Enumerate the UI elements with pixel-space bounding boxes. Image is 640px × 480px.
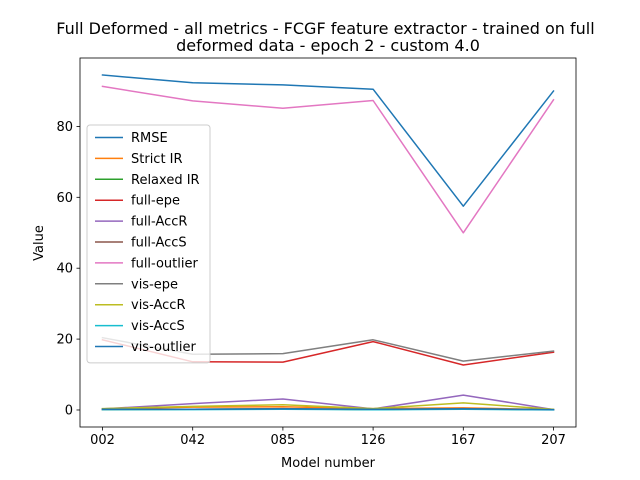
legend-label: RMSE (131, 131, 168, 146)
series-line-full-accr (101, 394, 555, 411)
x-tick-label: 167 (451, 433, 476, 448)
legend-label: full-AccS (131, 236, 187, 251)
legend-entry-vis-outlier: vis-outlier (95, 340, 197, 355)
legend-entry-rmse: RMSE (95, 131, 168, 146)
y-tick-label: 20 (56, 333, 73, 348)
y-tick-label: 40 (56, 262, 73, 277)
legend-label: full-epe (131, 194, 180, 209)
legend-entry-relaxed-ir: Relaxed IR (95, 173, 200, 188)
chart-title-line-2: deformed data - epoch 2 - custom 4.0 (176, 36, 480, 55)
y-axis-ticks: 0 20 40 60 80 (56, 120, 80, 418)
y-axis-label: Value (32, 225, 47, 261)
x-tick-label: 085 (270, 433, 295, 448)
x-tick-label: 126 (361, 433, 386, 448)
legend-label: Strict IR (131, 152, 183, 167)
series-line-vis-accr (101, 402, 555, 411)
legend-box (86, 124, 211, 364)
y-tick-label: 60 (56, 191, 73, 206)
chart-title: Full Deformed - all metrics - FCGF featu… (56, 19, 600, 55)
axes-frame (79, 57, 577, 428)
legend-label: vis-epe (131, 277, 178, 292)
x-tick-label: 042 (180, 433, 205, 448)
legend-entry-full-outlier: full-outlier (95, 256, 198, 271)
y-tick-label: 80 (56, 120, 73, 135)
legend-label: Relaxed IR (131, 173, 200, 188)
legend-entry-full-epe: full-epe (95, 194, 180, 209)
series-line-rmse (101, 74, 555, 207)
x-axis-ticks: 002 042 085 126 167 207 (90, 427, 566, 448)
legend-entry-vis-epe: vis-epe (95, 277, 178, 292)
series-line-full-outlier (101, 85, 555, 234)
legend-label: vis-outlier (131, 340, 197, 355)
legend: RMSE Strict IR Relaxed IR full-epe full-AccR… (86, 124, 211, 364)
legend-entry-vis-accr: vis-AccR (95, 298, 185, 313)
legend-label: vis-AccR (131, 298, 185, 313)
x-tick-label: 207 (541, 433, 566, 448)
legend-label: full-AccR (131, 215, 187, 230)
legend-entry-strict-ir: Strict IR (95, 152, 183, 167)
legend-entry-full-accr: full-AccR (95, 215, 187, 230)
x-tick-label: 002 (90, 433, 115, 448)
legend-label: vis-AccS (131, 319, 185, 334)
legend-label: full-outlier (131, 256, 198, 271)
y-tick-label: 0 (65, 403, 73, 418)
chart-title-line-1: Full Deformed - all metrics - FCGF featu… (56, 19, 594, 38)
series-line-vis-outlier (101, 408, 555, 411)
legend-entry-vis-accs: vis-AccS (95, 319, 185, 334)
legend-entry-full-accs: full-AccS (95, 236, 187, 251)
x-axis-label: Model number (281, 456, 376, 471)
